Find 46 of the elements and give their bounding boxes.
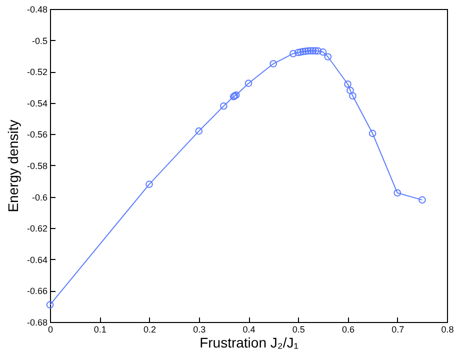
point [302,48,310,55]
y-tick-label: -0.62 [26,224,48,234]
y-tick-label: -0.66 [26,286,48,296]
y-axis-title: Energy density [4,120,21,212]
y-tick-label: -0.52 [26,67,48,78]
point [349,92,356,100]
y-tick-label: -0.5 [32,36,48,46]
x-tick-label: 0 [48,324,54,334]
x-tick-label: 0.4 [242,324,256,334]
point [418,196,426,204]
point [346,86,354,94]
y-tick-label: -0.48 [26,4,48,14]
point [294,48,302,56]
point [304,47,312,55]
y-tick-label: -0.56 [26,130,48,140]
x-tick-label: 0.3 [193,324,206,334]
point [324,53,332,60]
point [290,50,297,58]
y-tick-label: -0.58 [26,161,48,171]
x-tick-label: 0.7 [392,324,404,334]
point [46,301,54,308]
point [319,48,327,56]
point [146,180,153,188]
point [394,189,402,197]
y-tick-label: -0.64 [26,254,48,265]
point [368,130,376,138]
point [312,47,320,54]
x-axis-title: Frustration J₂/J₁ [200,334,299,350]
point [306,47,314,54]
y-tick-label: -0.68 [26,318,48,328]
point [309,47,317,54]
x-tick-label: 0.5 [292,324,305,334]
point [299,48,307,56]
x-tick-label: 0.2 [143,324,156,334]
x-tick-label: 0.1 [94,324,106,334]
point [344,80,352,88]
point [244,80,252,87]
point [195,127,203,135]
y-tick-label: -0.54 [26,98,48,108]
y-tick-label: -0.6 [32,192,48,202]
point [314,47,322,55]
point [296,48,304,56]
x-tick-label: 0.8 [441,324,454,334]
x-tick-label: 0.6 [342,324,355,334]
point [270,60,277,68]
point [220,102,228,110]
